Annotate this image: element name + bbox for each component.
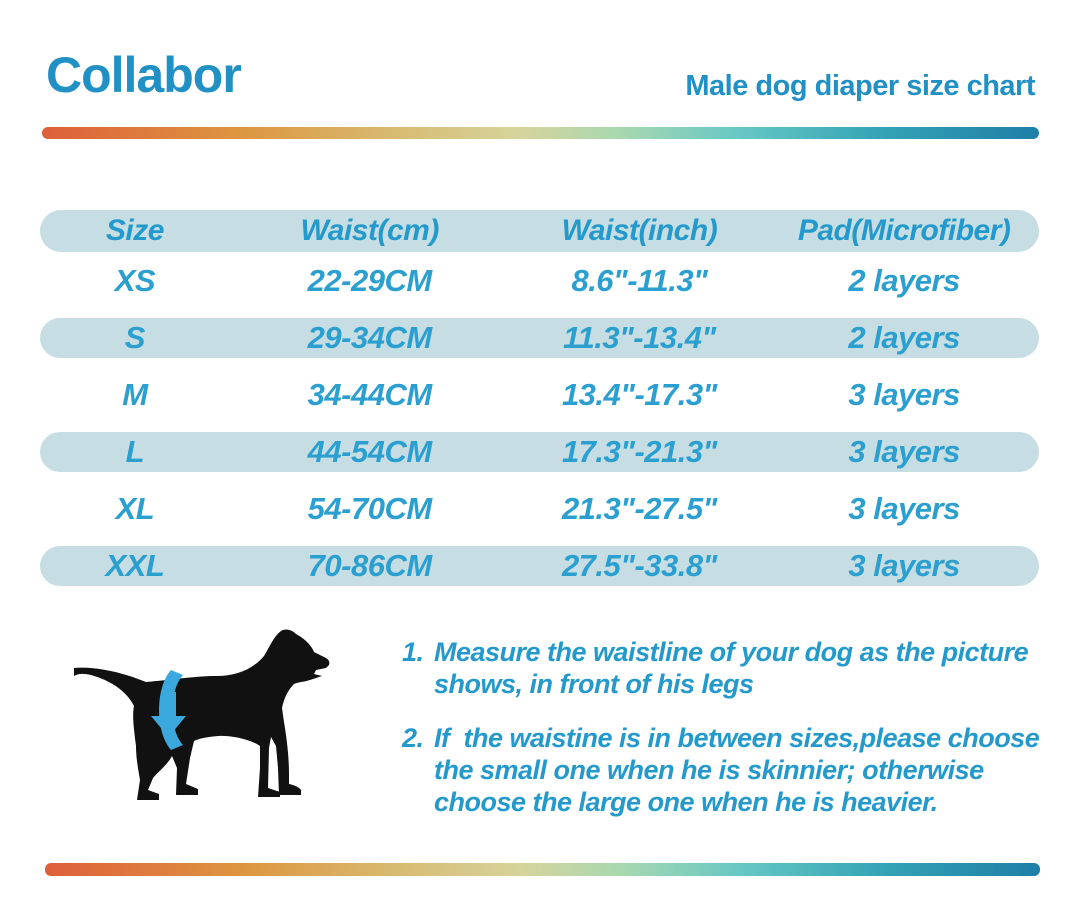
measurement-notes: 1. Measure the waistline of your dog as …: [402, 636, 1040, 818]
cell-pad: 2 layers: [848, 319, 960, 355]
dog-silhouette: [74, 629, 330, 800]
cell-waist-inch: 8.6"-11.3": [571, 262, 708, 298]
cell-pad: 3 layers: [848, 433, 960, 469]
column-header-pad: Pad(Microfiber): [797, 214, 1011, 247]
table-row: M 34-44CM 13.4"-17.3" 3 layers: [40, 366, 1039, 423]
cell-size: XS: [114, 262, 156, 298]
table-row: L 44-54CM 17.3"-21.3" 3 layers: [40, 431, 1039, 472]
table-row: XS 22-29CM 8.6"-11.3" 2 layers: [40, 252, 1039, 309]
table-row: XL 54-70CM 21.3"-27.5" 3 layers: [40, 480, 1039, 537]
cell-size: XXL: [105, 547, 165, 583]
note-line: the small one when he is skinnier; other…: [434, 755, 984, 785]
note-number: 1.: [402, 637, 424, 667]
page-title: Male dog diaper size chart: [685, 70, 1035, 102]
table-header-row: Size Waist(cm) Waist(inch) Pad(Microfibe…: [40, 210, 1039, 252]
cell-waist-cm: 54-70CM: [307, 490, 432, 526]
dog-measure-illustration: [74, 629, 330, 800]
note-item: 2. If the waistine is in between sizes,p…: [402, 722, 1040, 818]
cell-size: XL: [115, 490, 155, 526]
note-line: choose the large one when he is heavier.: [434, 787, 938, 817]
note-line: If the waistine is in between sizes,plea…: [434, 723, 1040, 753]
cell-size: S: [124, 319, 146, 355]
table-row: XXL 70-86CM 27.5"-33.8" 3 layers: [40, 545, 1039, 586]
cell-waist-inch: 17.3"-21.3": [561, 433, 717, 469]
cell-waist-cm: 22-29CM: [307, 262, 432, 298]
cell-size: M: [122, 376, 148, 412]
top-divider-bar: [42, 127, 1039, 139]
cell-waist-cm: 34-44CM: [307, 376, 432, 412]
note-text: If the waistine is in between sizes,plea…: [434, 722, 1040, 818]
table-row: S 29-34CM 11.3"-13.4" 2 layers: [40, 317, 1039, 358]
cell-pad: 3 layers: [848, 547, 960, 583]
cell-pad: 3 layers: [848, 376, 960, 412]
cell-waist-cm: 44-54CM: [307, 433, 432, 469]
column-header-size: Size: [105, 214, 165, 247]
note-item: 1. Measure the waistline of your dog as …: [402, 636, 1034, 700]
cell-pad: 2 layers: [848, 262, 960, 298]
cell-waist-inch: 21.3"-27.5": [561, 490, 717, 526]
column-header-waist-inch: Waist(inch): [561, 214, 718, 247]
cell-waist-cm: 29-34CM: [307, 319, 432, 355]
note-line: Measure the waistline of your dog as the…: [434, 637, 1029, 667]
cell-pad: 3 layers: [848, 490, 960, 526]
brand-logo: Collabor: [46, 47, 242, 103]
cell-size: L: [125, 433, 145, 469]
cell-waist-inch: 11.3"-13.4": [563, 319, 716, 355]
cell-waist-inch: 27.5"-33.8": [561, 547, 717, 583]
note-line: shows, in front of his legs: [434, 669, 754, 699]
cell-waist-inch: 13.4"-17.3": [561, 376, 717, 412]
cell-waist-cm: 70-86CM: [307, 547, 432, 583]
note-number: 2.: [402, 723, 424, 753]
down-arrow-icon: [151, 692, 186, 737]
column-header-waist-cm: Waist(cm): [300, 214, 440, 247]
size-table: Size Waist(cm) Waist(inch) Pad(Microfibe…: [40, 210, 1039, 594]
bottom-divider-bar: [45, 863, 1040, 876]
note-text: Measure the waistline of your dog as the…: [434, 636, 1034, 700]
